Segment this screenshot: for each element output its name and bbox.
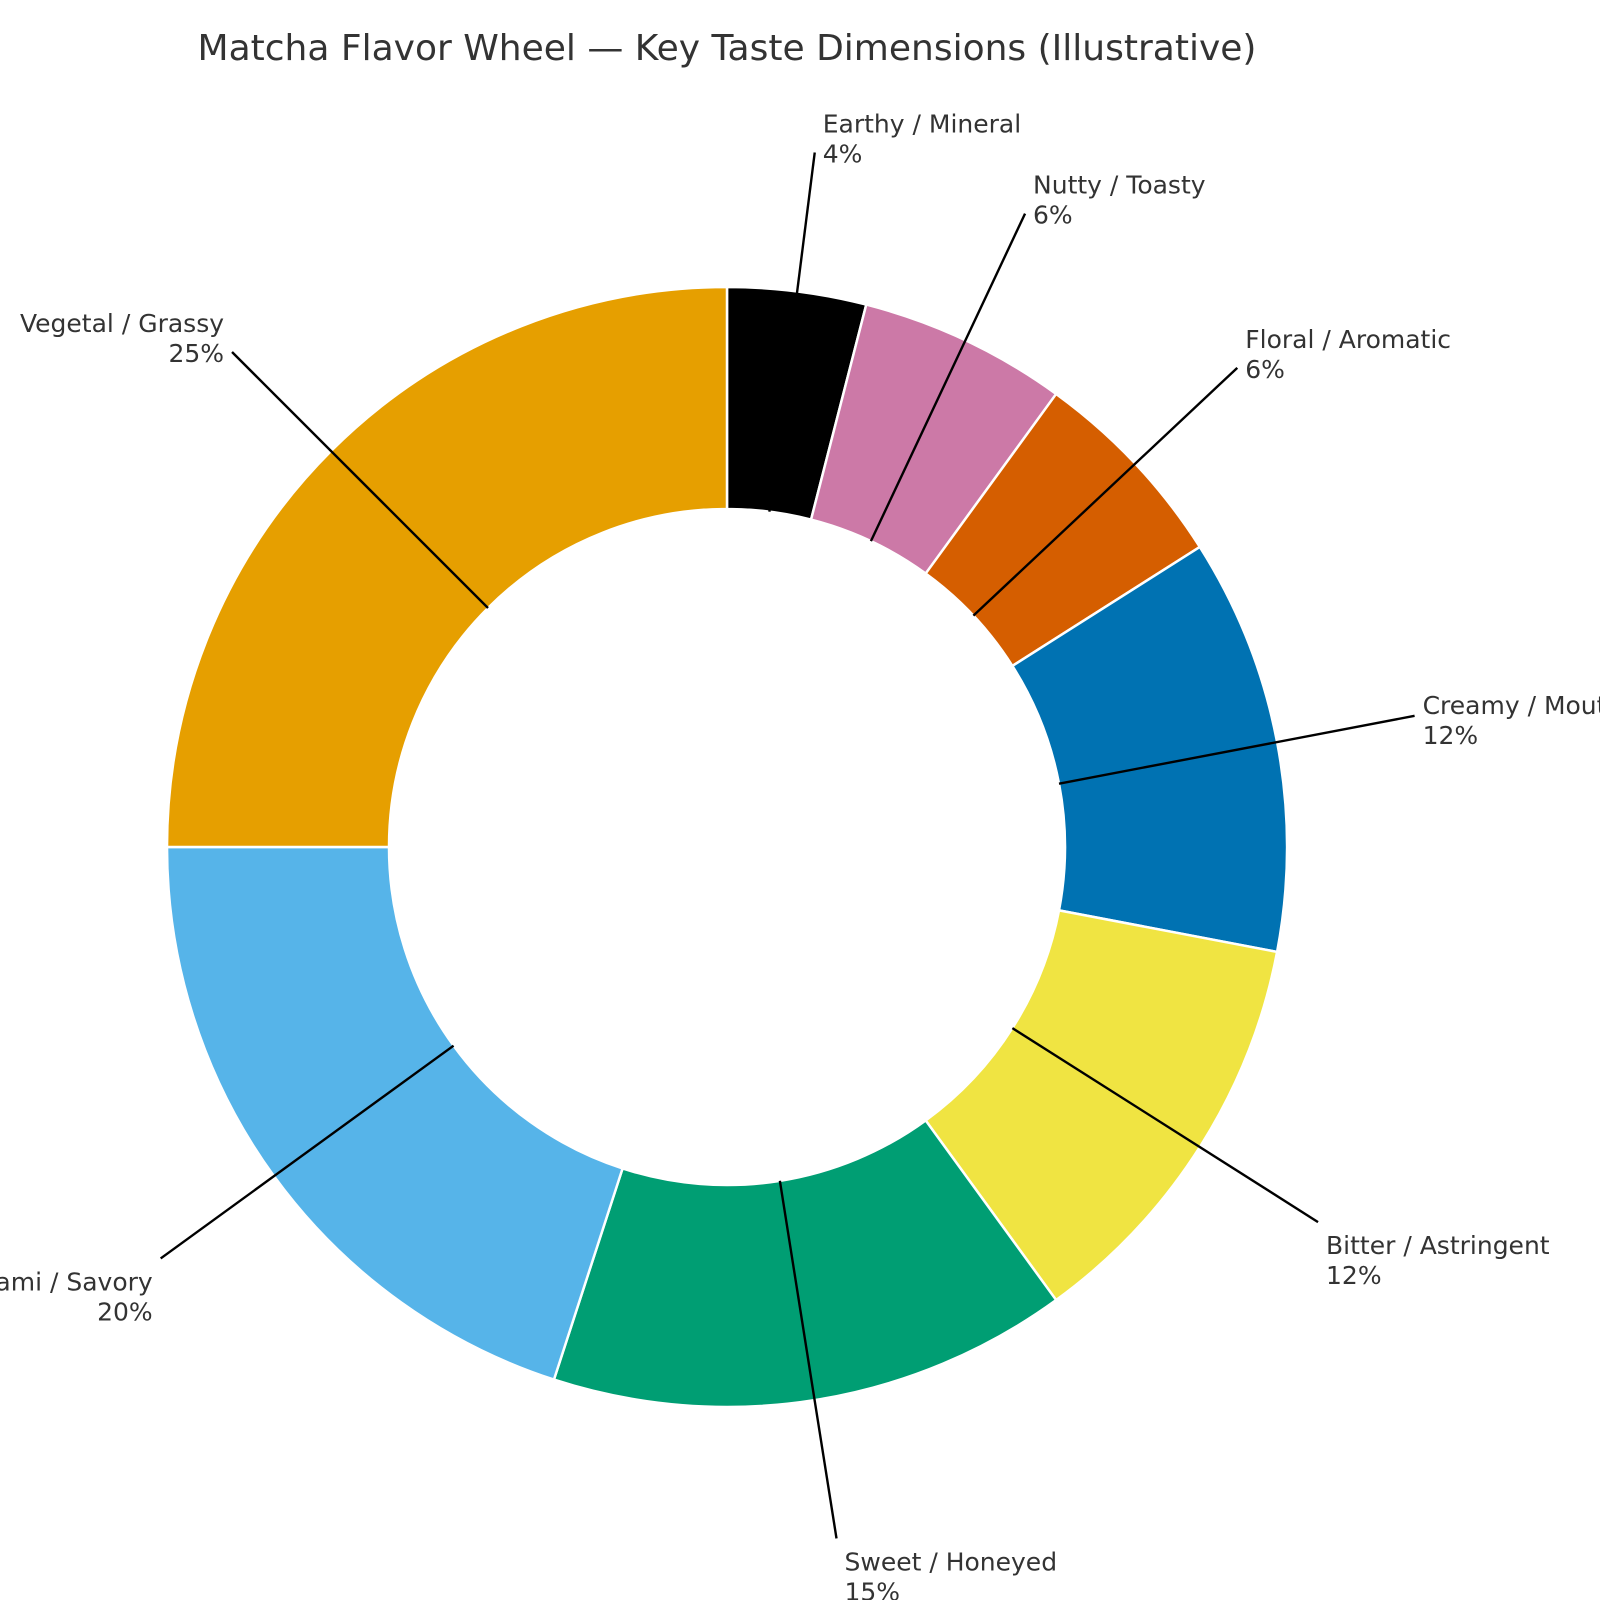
slice-label-earthy-mineral: Earthy / Mineral [823, 110, 1021, 139]
slice-percent-floral-aromatic: 6% [1245, 355, 1285, 384]
slice-percent-earthy-mineral: 4% [823, 140, 863, 169]
leader-line-bitter-astringent [1011, 1027, 1319, 1224]
slice-creamy-mouthfeel [1010, 545, 1289, 954]
leader-line-sweet-honeyed [778, 1180, 838, 1539]
slice-label-nutty-toasty: Nutty / Toasty [1033, 171, 1206, 200]
leader-line-vegetal-grassy [231, 351, 489, 609]
slice-label-creamy-mouthfeel: Creamy / Mouthfeel [1423, 691, 1600, 720]
label-leader-lines [159, 152, 1415, 1539]
leader-line-earthy-mineral [768, 152, 816, 512]
slice-label-vegetal-grassy: Vegetal / Grassy [20, 309, 224, 338]
slice-label-bitter-astringent: Bitter / Astringent [1326, 1231, 1550, 1260]
slice-percent-vegetal-grassy: 25% [168, 339, 224, 368]
slice-percent-sweet-honeyed: 15% [845, 1577, 901, 1600]
slice-bitter-astringent [923, 908, 1279, 1302]
leader-line-floral-aromatic [972, 366, 1239, 617]
slice-percent-nutty-toasty: 6% [1033, 201, 1073, 230]
slice-umami-savory [165, 845, 625, 1382]
slice-percent-creamy-mouthfeel: 12% [1423, 721, 1479, 750]
slice-label-floral-aromatic: Floral / Aromatic [1245, 325, 1451, 354]
slice-percent-umami-savory: 20% [97, 1297, 153, 1326]
leader-line-creamy-mouthfeel [1058, 714, 1415, 785]
slice-label-umami-savory: Umami / Savory [0, 1267, 153, 1296]
leader-line-nutty-toasty [869, 213, 1027, 542]
slice-sweet-honeyed [552, 1118, 1058, 1409]
slice-label-sweet-honeyed: Sweet / Honeyed [845, 1547, 1058, 1576]
slice-percent-bitter-astringent: 12% [1326, 1261, 1382, 1290]
chart-title: Matcha Flavor Wheel — Key Taste Dimensio… [198, 28, 1257, 69]
leader-line-umami-savory [159, 1044, 455, 1260]
